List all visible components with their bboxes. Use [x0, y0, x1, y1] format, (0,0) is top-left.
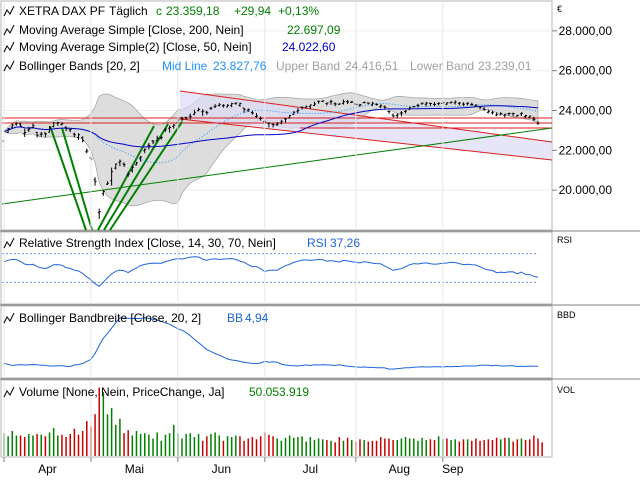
legend-rsi: Relative Strength Index [Close, 14, 30, …	[3, 236, 360, 250]
bollinger-upper-value: 24.416,51	[345, 59, 399, 73]
month-label: Mai	[125, 462, 144, 476]
trend-channel-lower	[179, 118, 553, 161]
volume-panel-label: VOL	[557, 385, 575, 395]
quote-prefix: c	[156, 4, 162, 18]
month-label: Jul	[303, 462, 318, 476]
bollinger-mid-line	[3, 103, 539, 164]
bbw-panel-frame	[0, 305, 553, 379]
rsi-panel-label: RSI	[557, 235, 572, 245]
month-label: Aug	[389, 462, 410, 476]
bollinger-label: Bollinger Bands [20, 2]	[19, 59, 140, 73]
bollinger-lower-label: Lower Band	[410, 59, 474, 73]
trend-channel-fill	[180, 91, 552, 160]
legend-line-icon	[3, 24, 15, 36]
bollinger-lower-value: 23.239,01	[478, 59, 532, 73]
legend-row-bollinger: Bollinger Bands [20, 2] Mid Line 23.827,…	[3, 59, 532, 73]
legend-row-quote: XETRA DAX PF Täglich c 23.359,18 +29,94 …	[3, 4, 319, 18]
fan-line-5	[109, 121, 183, 231]
price-panel-frame	[0, 0, 553, 231]
rsi-panel-frame	[0, 231, 553, 305]
volume-panel-frame	[0, 379, 553, 458]
legend-bbw: Bollinger Bandbreite [Close, 20, 2] BB 4…	[3, 311, 269, 325]
bbw-series	[3, 317, 538, 370]
bollinger-upper-label: Upper Band	[276, 59, 340, 73]
bbw-panel-label: BBD	[557, 310, 576, 320]
price-bars	[2, 99, 540, 219]
fan-line-1	[49, 125, 87, 231]
indicator-lines	[3, 103, 539, 164]
bbw-line	[3, 317, 538, 370]
month-label: Apr	[38, 462, 57, 476]
price-tick-label: 22.000,00	[559, 143, 613, 157]
interval-label: Täglich	[109, 4, 148, 18]
quote-change: +29,94	[234, 4, 271, 18]
fan-line-3	[97, 125, 155, 231]
quote-close: 23.359,18	[166, 4, 220, 18]
price-tick-label: 28.000,00	[559, 24, 613, 38]
legend-price: XETRA DAX PF Täglich c 23.359,18 +29,94 …	[3, 4, 532, 73]
trendlines	[1, 90, 553, 231]
legend-line-icon	[3, 5, 15, 17]
month-axis: Apr Mai Jun Jul Aug Sep	[3, 2, 464, 476]
legend-line-icon	[3, 60, 15, 72]
month-label: Sep	[442, 462, 464, 476]
volume-label: Volume [None, Nein, PriceChange, Ja]	[19, 385, 224, 399]
sma50-label: Moving Average Simple(2) [Close, 50, Nei…	[19, 40, 252, 54]
bbw-value: 4,94	[245, 311, 269, 325]
sma200-label: Moving Average Simple [Close, 200, Nein]	[19, 23, 244, 37]
long-term-support-line	[1, 127, 553, 205]
trend-channel-upper	[179, 90, 553, 143]
bbw-label: Bollinger Bandbreite [Close, 20, 2]	[19, 311, 201, 325]
rsi-label: Relative Strength Index [Close, 14, 30, …	[19, 236, 276, 250]
legend-row-sma200: Moving Average Simple [Close, 200, Nein]…	[3, 23, 341, 37]
rsi-line	[3, 256, 539, 287]
currency-label: €	[557, 4, 562, 14]
fan-line-2	[61, 127, 93, 231]
bollinger-mid-label: Mid Line	[162, 59, 208, 73]
legend-line-icon	[3, 41, 15, 53]
price-tick-label: 20.000,00	[559, 183, 613, 197]
quote-change-pct: +0,13%	[278, 4, 319, 18]
rsi-value-label: RSI	[307, 236, 327, 250]
price-tick-label: 26.000,00	[559, 64, 613, 78]
rsi-value: 37,26	[330, 236, 360, 250]
instrument-name: XETRA DAX PF	[19, 4, 105, 18]
fan-line-4	[103, 123, 169, 231]
price-tick-label: 24.000,00	[559, 104, 613, 118]
bbw-value-label: BB	[227, 311, 243, 325]
volume-bars	[3, 387, 543, 456]
price-axis: 28.000,00 26.000,00 24.000,00 22.000,00 20.0…	[552, 24, 612, 197]
legend-line-icon	[3, 312, 15, 324]
legend-line-icon	[3, 386, 15, 398]
sma200-value: 22.697,09	[287, 23, 341, 37]
sma50-line	[3, 105, 539, 148]
sma50-value: 24.022,60	[282, 40, 336, 54]
month-label: Jun	[212, 462, 231, 476]
legend-line-icon	[3, 237, 15, 249]
legend-row-sma50: Moving Average Simple(2) [Close, 50, Nei…	[3, 40, 336, 54]
legend-volume: Volume [None, Nein, PriceChange, Ja] 50.…	[3, 385, 309, 399]
volume-value: 50.053.919	[249, 385, 309, 399]
bollinger-mid-value: 23.827,76	[213, 59, 267, 73]
